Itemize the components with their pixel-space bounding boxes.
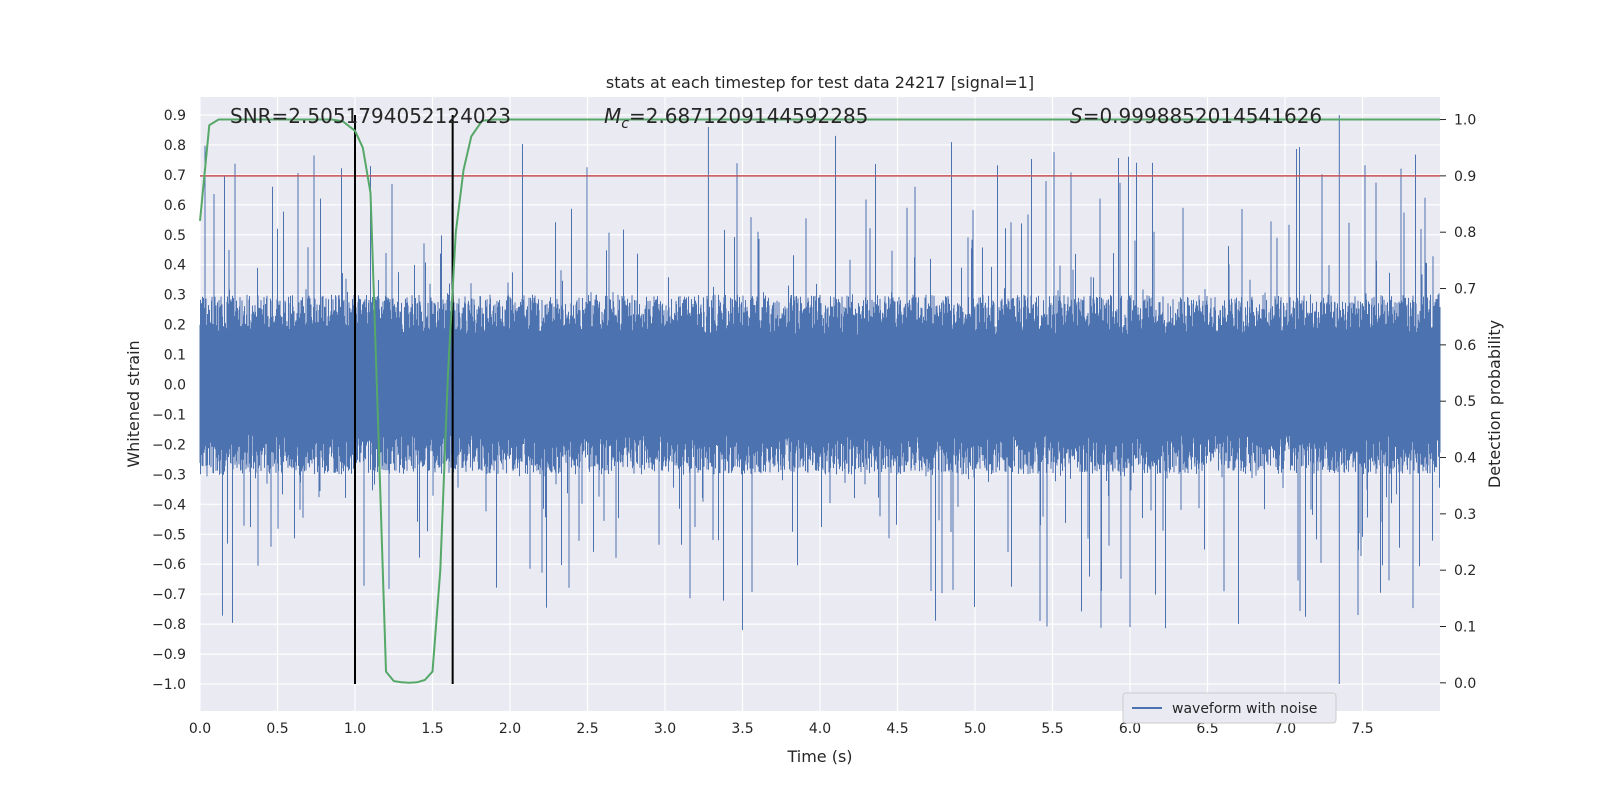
y-tick-label: −1.0 — [152, 677, 186, 693]
vertical-markers — [354, 114, 454, 685]
x-tick-label: 7.0 — [1274, 721, 1296, 737]
x-tick-label: 3.0 — [654, 721, 676, 737]
y2-tick-label: 0.8 — [1454, 225, 1476, 241]
x-tick-label: 4.0 — [809, 721, 831, 737]
x-axis-label: Time (s) — [786, 747, 852, 766]
legend: waveform with noise — [1122, 692, 1337, 724]
y-tick-label: 0.3 — [164, 288, 186, 304]
y2-tick-label: 0.6 — [1454, 338, 1476, 354]
y-tick-label: 0.0 — [164, 378, 186, 394]
chirp-mass-annotation: Mc=2.6871209144592285 — [604, 104, 868, 132]
y-axis-ticks: 0.9 0.8 0.7 0.6 0.5 0.4 0.3 0.2 0.1 0.0 −0.1 −0.2 −0… — [152, 108, 186, 693]
y-tick-label: −0.6 — [152, 557, 186, 573]
x-tick-label: 0.0 — [189, 721, 211, 737]
x-tick-label: 5.5 — [1041, 721, 1063, 737]
y-tick-label: −0.1 — [152, 407, 186, 423]
y-tick-label: 0.7 — [164, 168, 186, 184]
y-tick-label: −0.2 — [152, 437, 186, 453]
y-tick-label: −0.7 — [152, 587, 186, 603]
y2-tick-label: 0.1 — [1454, 620, 1476, 636]
chirp-mass-symbol: M — [604, 104, 621, 128]
legend-label: waveform with noise — [1172, 701, 1317, 717]
chirp-mass-value: =2.6871209144592285 — [629, 104, 868, 128]
x-tick-label: 4.5 — [886, 721, 908, 737]
series-detection-probability — [199, 118, 1440, 684]
y-tick-label: −0.3 — [152, 467, 186, 483]
y-tick-label: 0.2 — [164, 318, 186, 334]
y-tick-label: 0.9 — [164, 108, 186, 124]
s-symbol: S — [1070, 104, 1083, 128]
y2-tick-label: 0.5 — [1454, 394, 1476, 410]
waveform-trace — [199, 115, 1441, 684]
x-tick-label: 0.5 — [266, 721, 288, 737]
y-tick-label: −0.5 — [152, 527, 186, 543]
x-tick-label: 6.5 — [1196, 721, 1218, 737]
x-tick-label: 3.5 — [731, 721, 753, 737]
y-tick-label: −0.8 — [152, 617, 186, 633]
snr-annotation: SNR=2.5051794052124023 — [230, 104, 511, 128]
x-tick-label: 1.0 — [344, 721, 366, 737]
y2-tick-label: 1.0 — [1454, 113, 1476, 129]
s-value: =0.9998852014541626 — [1083, 104, 1322, 128]
y2-tick-label: 0.7 — [1454, 282, 1476, 298]
x-tick-label: 2.5 — [576, 721, 598, 737]
y-tick-label: 0.5 — [164, 228, 186, 244]
y-tick-label: 0.8 — [164, 138, 186, 154]
y-tick-label: 0.1 — [164, 348, 186, 364]
y2-tick-label: 0.4 — [1454, 451, 1476, 467]
y-tick-label: 0.6 — [164, 198, 186, 214]
s-annotation: S=0.9998852014541626 — [1070, 104, 1322, 128]
series-waveform-with-noise — [199, 115, 1441, 684]
y2-tick-label: 0.2 — [1454, 563, 1476, 579]
x-tick-label: 1.5 — [421, 721, 443, 737]
y2-axis-ticks: 1.0 0.9 0.8 0.7 0.6 0.5 0.4 0.3 0.2 0.1 0.0 — [1440, 113, 1476, 692]
chirp-mass-subscript: c — [621, 116, 629, 132]
y-axis-label: Whitened strain — [124, 340, 143, 467]
y-tick-label: −0.9 — [152, 647, 186, 663]
chart-title: stats at each timestep for test data 242… — [606, 73, 1034, 92]
y2-tick-label: 0.0 — [1454, 676, 1476, 692]
y-tick-label: 0.4 — [164, 258, 186, 274]
y2-tick-label: 0.3 — [1454, 507, 1476, 523]
x-tick-label: 7.5 — [1351, 721, 1373, 737]
x-tick-label: 5.0 — [964, 721, 986, 737]
y-tick-label: −0.4 — [152, 497, 186, 513]
y2-axis-label: Detection probability — [1485, 320, 1504, 488]
y2-tick-label: 0.9 — [1454, 169, 1476, 185]
x-tick-label: 6.0 — [1119, 721, 1141, 737]
legend-box — [1122, 692, 1337, 724]
x-axis-ticks: 0.0 0.5 1.0 1.5 2.0 2.5 3.0 3.5 4.0 4.5 5.0 5.5 6.0 6… — [189, 721, 1374, 737]
x-tick-label: 2.0 — [499, 721, 521, 737]
